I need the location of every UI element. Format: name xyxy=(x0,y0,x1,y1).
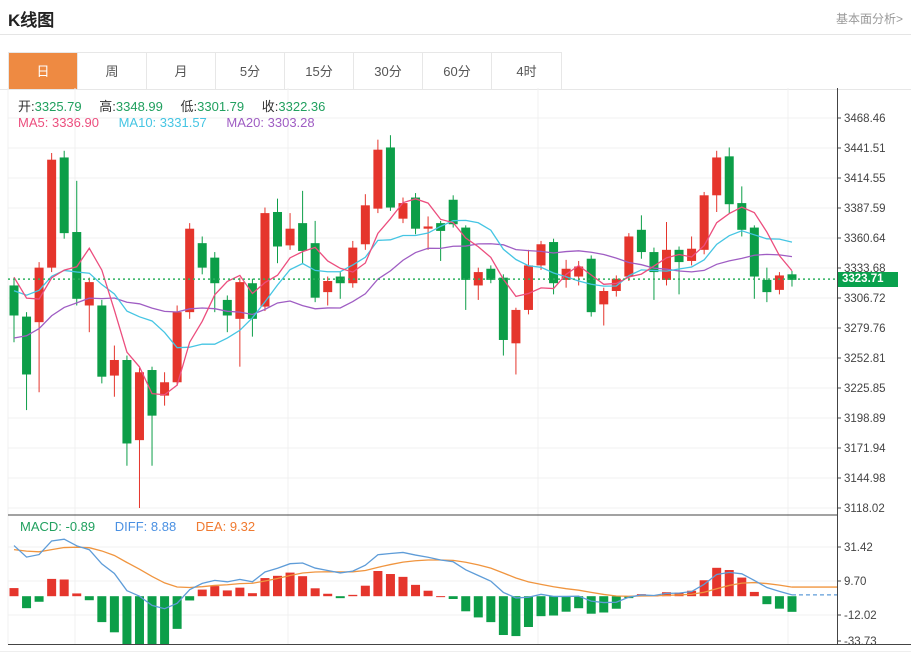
low-label: 低: xyxy=(180,99,198,114)
price-axis-label: 3387.59 xyxy=(844,203,886,215)
tab-30min[interactable]: 30分 xyxy=(354,53,423,90)
page-title: K线图 xyxy=(8,11,55,30)
price-axis-labels: 3468.463441.513414.553387.593360.643333.… xyxy=(837,113,886,515)
macd-axis-label: -33.73 xyxy=(844,636,877,648)
price-axis-label: 3360.64 xyxy=(844,233,886,245)
diff-value-readout: DIFF: 8.88 xyxy=(114,519,177,534)
tab-week[interactable]: 周 xyxy=(78,53,147,90)
title-divider xyxy=(0,34,911,35)
ma10-line xyxy=(13,219,793,349)
price-axis-label: 3306.72 xyxy=(844,293,886,305)
dea-value-readout: DEA: 9.32 xyxy=(195,519,256,534)
price-axis-label: 3468.46 xyxy=(844,113,886,125)
ma20-readout: MA20: 3303.28 xyxy=(226,115,315,130)
tab-15min[interactable]: 15分 xyxy=(285,53,354,90)
ma20-line xyxy=(13,243,793,339)
high-value: 3348.99 xyxy=(115,99,163,114)
price-axis-label: 3414.55 xyxy=(844,173,886,185)
close-label: 收: xyxy=(261,99,279,114)
ma-readout: MA5: 3336.90 MA10: 3331.57 MA20: 3303.28 xyxy=(18,115,315,130)
price-axis-label: 3225.85 xyxy=(844,383,886,395)
price-axis-label: 3252.81 xyxy=(844,353,886,365)
axes-layer xyxy=(8,88,911,645)
fundamental-analysis-link[interactable]: 基本面分析> xyxy=(835,12,903,26)
macd-layer xyxy=(9,538,837,645)
price-axis-label: 3279.76 xyxy=(844,323,886,335)
tab-day[interactable]: 日 xyxy=(9,53,78,90)
open-value: 3325.79 xyxy=(34,99,82,114)
price-axis-label: 3171.94 xyxy=(844,443,886,455)
tab-4hour[interactable]: 4时 xyxy=(492,53,561,90)
price-axis-label: 3198.89 xyxy=(844,413,886,425)
high-label: 高: xyxy=(99,99,116,114)
tab-month[interactable]: 月 xyxy=(147,53,216,90)
low-value: 3301.79 xyxy=(197,99,245,114)
macd-axis-label: 31.42 xyxy=(844,542,873,554)
diff-line xyxy=(13,538,793,610)
kline-chart-canvas[interactable]: 3468.463441.513414.553387.593360.643333.… xyxy=(0,88,911,653)
ma10-readout: MA10: 3331.57 xyxy=(118,115,207,130)
candles-layer xyxy=(9,135,797,509)
price-axis-label: 3118.02 xyxy=(844,503,885,515)
ma5-readout: MA5: 3336.90 xyxy=(18,115,99,130)
chart-area: 3468.46 3441.51 3414.55 3387.59 3360.64 3333.… xyxy=(0,88,911,653)
tab-5min[interactable]: 5分 xyxy=(216,53,285,90)
bottom-divider xyxy=(0,651,911,652)
price-axis-label: 3441.51 xyxy=(844,143,886,155)
period-tabbar: 日周月 5分 15分 30分 60分 4时 xyxy=(8,52,562,90)
macd-value-readout: MACD: -0.89 xyxy=(20,519,96,534)
current-price-badge: 3323.71 xyxy=(838,272,898,287)
ohlc-readout: 开:3325.79 高:3348.99 低:3301.79 收:3322.36 xyxy=(18,96,339,115)
macd-axis-labels: 31.42 9.70 -12.02 -33.73 xyxy=(837,542,877,648)
macd-axis-label: 9.70 xyxy=(844,576,866,588)
open-label: 开: xyxy=(18,99,35,114)
tab-60min[interactable]: 60分 xyxy=(423,53,492,90)
tabbar-underline xyxy=(0,89,911,90)
ma5-line xyxy=(13,198,793,396)
dea-line xyxy=(13,546,793,597)
ma-lines-layer xyxy=(13,198,793,396)
price-axis-label: 3144.98 xyxy=(844,473,886,485)
close-value: 3322.36 xyxy=(278,99,326,114)
macd-readout: MACD: -0.89 DIFF: 8.88 DEA: 9.32 xyxy=(20,519,255,534)
macd-axis-label: -12.02 xyxy=(844,610,877,622)
grid-layer xyxy=(7,88,837,645)
